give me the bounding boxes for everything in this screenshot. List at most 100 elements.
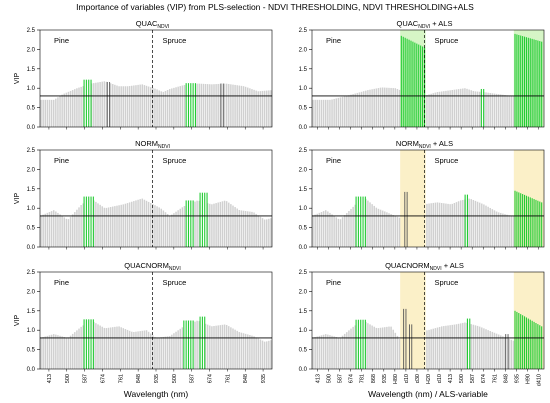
y-tick-label: 1.0 bbox=[299, 86, 308, 92]
chart-panel-row3-left: 0.0 0.5 1.0 1.5 2.0 2.5 VIP QUACNORMNDVI Pine Spr… bbox=[14, 261, 273, 383]
region-label-pine: Pine bbox=[54, 36, 69, 45]
chart-panel-row1-left: 0.0 0.5 1.0 1.5 2.0 2.5 VIP QUACNDVI Pine Spruce bbox=[14, 19, 273, 131]
y-tick-label: 2.5 bbox=[27, 28, 36, 34]
panel-title: QUACNORMNDVI + ALS bbox=[385, 261, 464, 272]
y-tick-label: 0.5 bbox=[299, 348, 308, 354]
y-tick-label: 2.0 bbox=[299, 167, 308, 173]
region-label-pine: Pine bbox=[54, 156, 69, 165]
y-tick-label: 0.5 bbox=[27, 106, 36, 112]
x-tick-label: 935 bbox=[261, 374, 267, 383]
panel-title: NORMNDVI + ALS bbox=[396, 139, 453, 150]
region-label-spruce: Spruce bbox=[163, 36, 187, 45]
y-tick-label: 0.5 bbox=[299, 106, 308, 112]
panel-title: NORMNDVI bbox=[135, 139, 170, 150]
panel-title: QUACNDVI + ALS bbox=[397, 19, 453, 30]
x-tick-label: 761 bbox=[225, 374, 231, 383]
chart-panel-row2-left: 0.0 0.5 1.0 1.5 2.0 2.5 VIP NORMNDVI Pine Spruce bbox=[14, 139, 273, 251]
x-tick-label: d410 bbox=[536, 374, 542, 386]
y-tick-label: 1.0 bbox=[27, 206, 36, 212]
chart-panel-row2-right: 0.0 0.5 1.0 1.5 2.0 2.5 NORMNDVI + ALS Pine Spru… bbox=[299, 139, 545, 251]
y-tick-label: 0.0 bbox=[299, 245, 308, 251]
region-label-pine: Pine bbox=[326, 278, 341, 287]
y-tick-label: 1.5 bbox=[299, 67, 308, 73]
y-tick-label: 2.0 bbox=[27, 167, 36, 173]
region-label-spruce: Spruce bbox=[435, 156, 459, 165]
x-tick-label: d30 bbox=[415, 374, 421, 383]
x-tick-label: 413 bbox=[316, 374, 322, 383]
x-tick-label: 848 bbox=[243, 374, 249, 383]
y-tick-label: 0.5 bbox=[27, 348, 36, 354]
y-tick-label: 1.5 bbox=[27, 67, 36, 73]
x-tick-label: d10 bbox=[437, 374, 443, 383]
x-tick-label: 935 bbox=[382, 374, 388, 383]
region-label-pine: Pine bbox=[326, 36, 341, 45]
region-label-spruce: Spruce bbox=[163, 278, 187, 287]
x-tick-label: 935 bbox=[154, 374, 160, 383]
x-tick-label: 413 bbox=[47, 374, 53, 383]
y-tick-label: 2.5 bbox=[299, 148, 308, 154]
y-tick-label: 0.0 bbox=[27, 367, 36, 373]
region-label-pine: Pine bbox=[326, 156, 341, 165]
y-tick-label: 2.0 bbox=[27, 47, 36, 53]
x-tick-label: H90 bbox=[525, 374, 531, 384]
x-tick-label: H80 bbox=[393, 374, 399, 384]
region-label-spruce: Spruce bbox=[163, 156, 187, 165]
y-tick-label: 1.0 bbox=[299, 206, 308, 212]
als-band bbox=[400, 272, 426, 369]
y-tick-label: 1.0 bbox=[299, 328, 308, 334]
y-tick-label: 2.0 bbox=[299, 47, 308, 53]
x-tick-label: 587 bbox=[470, 374, 476, 383]
y-tick-label: 0.0 bbox=[27, 245, 36, 251]
x-tick-label: 935 bbox=[514, 374, 520, 383]
y-tick-label: 0.5 bbox=[299, 226, 308, 232]
panel-title: QUACNDVI bbox=[136, 19, 170, 30]
x-axis-label-left: Wavelength (nm) bbox=[124, 389, 189, 399]
y-tick-label: 2.5 bbox=[299, 28, 308, 34]
y-tick-label: 1.0 bbox=[27, 86, 36, 92]
x-tick-label: 674 bbox=[481, 374, 487, 383]
y-tick-label: 2.0 bbox=[299, 289, 308, 295]
y-tick-label: 0.0 bbox=[27, 125, 36, 131]
y-tick-label: 2.5 bbox=[299, 270, 308, 276]
x-tick-label: 587 bbox=[83, 374, 89, 383]
x-tick-label: 587 bbox=[338, 374, 344, 383]
y-tick-label: 0.0 bbox=[299, 125, 308, 131]
y-tick-label: 2.5 bbox=[27, 270, 36, 276]
x-tick-label: d10 bbox=[404, 374, 410, 383]
x-tick-label: 413 bbox=[448, 374, 454, 383]
x-tick-label: 761 bbox=[492, 374, 498, 383]
als-band bbox=[400, 150, 426, 247]
y-tick-label: 1.5 bbox=[299, 309, 308, 315]
y-tick-label: 0.0 bbox=[299, 367, 308, 373]
y-tick-label: 1.5 bbox=[27, 309, 36, 315]
y-axis-label: VIP bbox=[14, 73, 21, 85]
y-tick-label: 2.0 bbox=[27, 289, 36, 295]
x-tick-label: 848 bbox=[503, 374, 509, 383]
x-tick-label: 868 bbox=[371, 374, 377, 383]
x-tick-label: 848 bbox=[136, 374, 142, 383]
y-axis-label: VIP bbox=[14, 315, 21, 327]
x-tick-label: 500 bbox=[459, 374, 465, 383]
x-tick-label: 500 bbox=[65, 374, 71, 383]
region-label-spruce: Spruce bbox=[435, 278, 459, 287]
figure-title: Importance of variables (VIP) from PLS-s… bbox=[76, 2, 474, 12]
x-tick-label: 500 bbox=[327, 374, 333, 383]
chart-panel-row1-right: 0.0 0.5 1.0 1.5 2.0 2.5 QUACNDVI + ALS Pine Spru… bbox=[299, 19, 545, 131]
x-tick-label: 674 bbox=[208, 374, 214, 383]
y-tick-label: 0.5 bbox=[27, 226, 36, 232]
x-tick-label: 674 bbox=[349, 374, 355, 383]
x-axis-label-right: Wavelength (nm) / ALS-variable bbox=[368, 389, 488, 399]
x-tick-label: 781 bbox=[360, 374, 366, 383]
y-tick-label: 2.5 bbox=[27, 148, 36, 154]
x-tick-label: H20 bbox=[426, 374, 432, 384]
region-label-pine: Pine bbox=[54, 278, 69, 287]
region-label-spruce: Spruce bbox=[435, 36, 459, 45]
x-tick-label: 500 bbox=[172, 374, 178, 383]
x-tick-label: 587 bbox=[190, 374, 196, 383]
y-tick-label: 1.5 bbox=[27, 187, 36, 193]
x-tick-label: 674 bbox=[100, 374, 106, 383]
chart-panel-row3-right: 0.0 0.5 1.0 1.5 2.0 2.5 QUACNORMNDVI + ALS Pine… bbox=[299, 261, 545, 386]
x-tick-label: 761 bbox=[118, 374, 124, 383]
panel-title: QUACNORMNDVI bbox=[124, 261, 181, 272]
